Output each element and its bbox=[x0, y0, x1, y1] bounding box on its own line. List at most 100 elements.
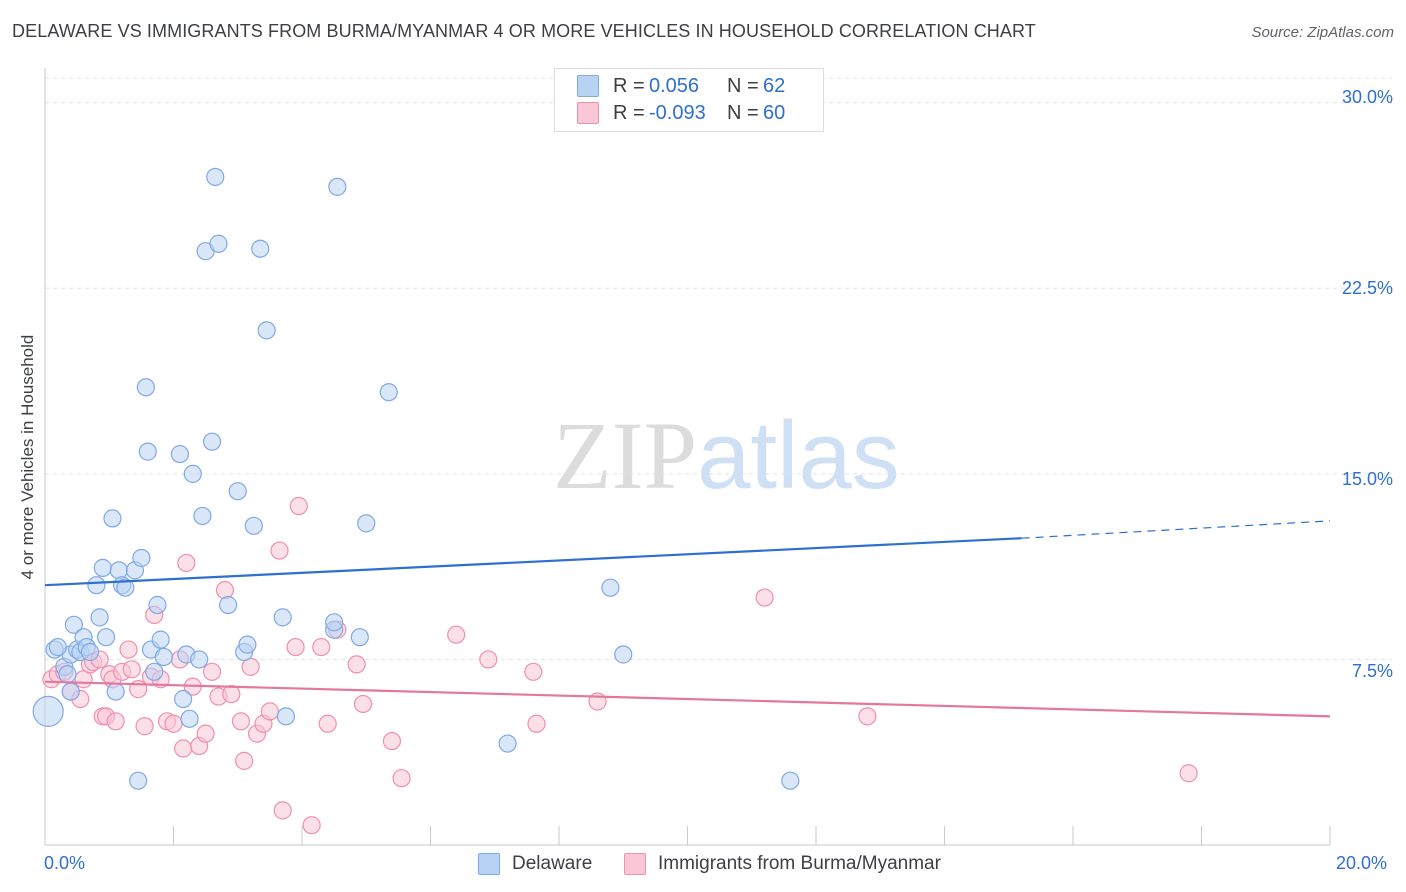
legend-n-label: N = bbox=[727, 74, 759, 97]
y-tick-label: 7.5% bbox=[1351, 661, 1393, 681]
legend-r-label: R = bbox=[613, 101, 645, 124]
burma-point bbox=[479, 650, 498, 669]
bottom-legend-label-delaware: Delaware bbox=[512, 853, 593, 874]
legend-row-burma: R = -0.093 N = 60 bbox=[577, 101, 785, 125]
delaware-point bbox=[109, 561, 128, 580]
delaware-point bbox=[614, 645, 633, 664]
burma-point bbox=[527, 714, 546, 733]
delaware-point bbox=[170, 444, 190, 464]
delaware-point bbox=[145, 662, 164, 681]
burma-point bbox=[202, 662, 222, 681]
delaware-point bbox=[151, 630, 170, 649]
delaware-point bbox=[350, 628, 369, 647]
burma-point bbox=[231, 712, 251, 731]
delaware-point bbox=[190, 650, 209, 669]
stats-legend: R = 0.056 N = 62 R = -0.093 N = 60 bbox=[554, 68, 824, 132]
delaware-point bbox=[116, 578, 135, 597]
burma-point bbox=[260, 702, 279, 721]
delaware-point bbox=[32, 695, 64, 727]
delaware-point bbox=[64, 615, 84, 634]
burma-point bbox=[382, 731, 402, 751]
delaware-point bbox=[251, 239, 270, 258]
legend-swatch-delaware bbox=[577, 75, 599, 97]
delaware-point bbox=[48, 637, 67, 657]
legend-swatch-burma bbox=[577, 102, 599, 124]
delaware-point bbox=[132, 548, 151, 568]
delaware-point bbox=[180, 709, 199, 728]
burma-point bbox=[196, 724, 215, 743]
delaware-point bbox=[93, 558, 112, 577]
burma-point bbox=[174, 739, 193, 758]
delaware-point bbox=[202, 432, 222, 451]
burma-point bbox=[318, 714, 337, 733]
burma-point bbox=[270, 541, 289, 560]
delaware-point bbox=[357, 514, 376, 533]
delaware-point bbox=[87, 576, 106, 595]
delaware-point bbox=[103, 509, 122, 528]
delaware-point bbox=[273, 608, 292, 627]
delaware-point bbox=[138, 442, 157, 461]
burma-point bbox=[392, 769, 411, 788]
delaware-point bbox=[209, 234, 228, 253]
delaware-point bbox=[781, 771, 800, 790]
delaware-point bbox=[96, 628, 116, 647]
legend-r-value: -0.093 bbox=[649, 101, 706, 124]
bottom-legend-label-burma: Immigrants from Burma/Myanmar bbox=[658, 853, 941, 874]
chart-title: DELAWARE VS IMMIGRANTS FROM BURMA/MYANMA… bbox=[12, 21, 1036, 41]
delaware-point bbox=[228, 482, 247, 501]
delaware-point bbox=[61, 682, 80, 701]
burma-point bbox=[524, 662, 543, 681]
delaware-point bbox=[129, 771, 148, 790]
burma-point bbox=[222, 684, 241, 704]
burma-point bbox=[135, 717, 154, 736]
y-tick-label: 22.5% bbox=[1341, 278, 1393, 298]
delaware-point bbox=[206, 167, 225, 187]
delaware-point bbox=[58, 665, 77, 684]
delaware-point bbox=[193, 506, 212, 526]
burma-point bbox=[164, 714, 183, 733]
burma-point bbox=[215, 581, 234, 600]
legend-r-label: R = bbox=[613, 74, 645, 97]
legend-n-label: N = bbox=[727, 101, 759, 124]
delaware-point bbox=[257, 321, 276, 340]
delaware-point bbox=[379, 383, 398, 402]
delaware-point bbox=[238, 635, 257, 654]
delaware-point bbox=[601, 578, 620, 597]
bottom-legend-swatch-burma bbox=[624, 853, 646, 875]
burma-point bbox=[347, 655, 366, 674]
y-tick-label: 15.0% bbox=[1341, 469, 1393, 489]
delaware-point bbox=[136, 378, 155, 397]
burma-point bbox=[353, 694, 373, 714]
delaware-trend-extension bbox=[1021, 520, 1331, 539]
x-tick-label-max: 20.0% bbox=[1336, 853, 1388, 873]
delaware-point bbox=[90, 608, 109, 627]
legend-r-value: 0.056 bbox=[649, 74, 700, 97]
y-tick-label: 30.0% bbox=[1341, 87, 1393, 107]
delaware-point bbox=[498, 734, 517, 753]
legend-n-value: 60 bbox=[763, 101, 786, 124]
burma-point bbox=[447, 625, 466, 644]
burma-point bbox=[1179, 764, 1198, 783]
burma-point bbox=[302, 816, 321, 835]
legend-n-value: 62 bbox=[763, 74, 786, 97]
delaware-point bbox=[328, 177, 347, 196]
source-label: Source: ZipAtlas.com bbox=[1251, 24, 1394, 41]
burma-point bbox=[289, 496, 308, 516]
delaware-point bbox=[174, 689, 193, 709]
delaware-point bbox=[219, 595, 238, 615]
burma-point bbox=[286, 637, 305, 657]
burma-point bbox=[122, 660, 141, 679]
delaware-point bbox=[325, 613, 344, 632]
y-axis-label: 4 or more Vehicles in Household bbox=[18, 334, 37, 580]
burma-point bbox=[177, 553, 196, 573]
delaware-point bbox=[80, 642, 100, 662]
bottom-legend-swatch-delaware bbox=[478, 853, 500, 875]
delaware-point bbox=[183, 464, 202, 483]
burma-point bbox=[755, 588, 774, 607]
burma-point bbox=[106, 712, 125, 731]
burma-point bbox=[235, 751, 254, 770]
bottom-legend-delaware: Delaware bbox=[478, 852, 592, 876]
bottom-legend-burma: Immigrants from Burma/Myanmar bbox=[624, 852, 941, 876]
delaware-point bbox=[154, 647, 173, 667]
